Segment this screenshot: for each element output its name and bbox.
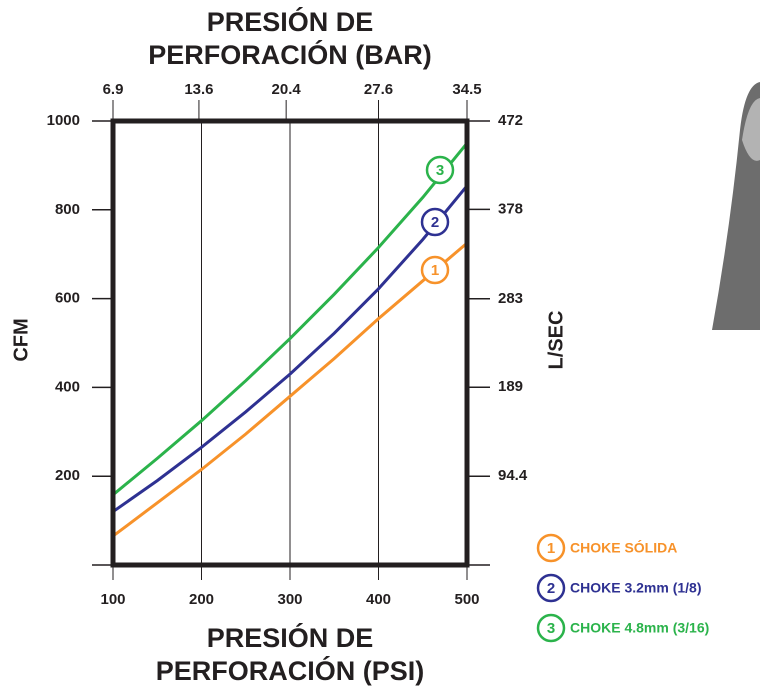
x-tick-label: 400 [366,591,391,608]
y2-tick-label: 283 [498,290,523,307]
line-series [112,142,469,496]
y2-tick-label: 94.4 [498,467,528,484]
line-series [112,184,469,513]
series-marker-label: 3 [436,162,444,179]
x2-axis-title: PERFORACIÓN (BAR) [148,39,432,70]
series-marker-label: 1 [431,262,439,279]
y-axis-title: CFM [10,318,32,361]
y2-tick-label: 378 [498,200,523,217]
x2-tick-label: 13.6 [184,81,213,98]
series-marker [425,155,455,185]
x2-tick-label: 27.6 [364,81,393,98]
legend-marker-label: 2 [547,580,555,597]
photo-highlight [742,98,760,161]
y2-tick-label: 472 [498,112,523,129]
x-tick-label: 200 [189,591,214,608]
legend-marker [536,573,566,603]
legend-label: CHOKE SÓLIDA [570,539,677,556]
series-marker [420,255,450,285]
plot-frame [110,118,470,568]
legend-marker-label: 3 [547,620,555,637]
series-marker-label: 2 [431,214,439,231]
y-tick-label: 400 [55,378,80,395]
legend-marker [536,613,566,643]
legend-label: CHOKE 4.8mm (3/16) [570,620,709,636]
legend-marker-label: 1 [547,540,555,557]
x2-tick-label: 34.5 [452,81,481,98]
y2-tick-label: 189 [498,378,523,395]
x2-tick-label: 20.4 [272,81,302,98]
y-tick-label: 600 [55,290,80,307]
x-tick-label: 500 [454,591,479,608]
y-tick-label: 800 [55,201,80,218]
legend-label: CHOKE 3.2mm (1/8) [570,580,701,596]
legend-marker [536,533,566,563]
x-tick-label: 100 [100,591,125,608]
line-series [112,241,468,538]
x-tick-label: 300 [277,591,302,608]
x-axis-title: PERFORACIÓN (PSI) [156,655,425,686]
x-axis-title: PRESIÓN DE [207,622,374,653]
x2-axis-title: PRESIÓN DE [207,6,374,37]
series-marker [420,207,450,237]
y2-axis-title: L/SEC [545,311,567,370]
x2-tick-label: 6.9 [103,81,124,98]
y-tick-label: 200 [55,467,80,484]
y-tick-label: 1000 [47,112,80,129]
